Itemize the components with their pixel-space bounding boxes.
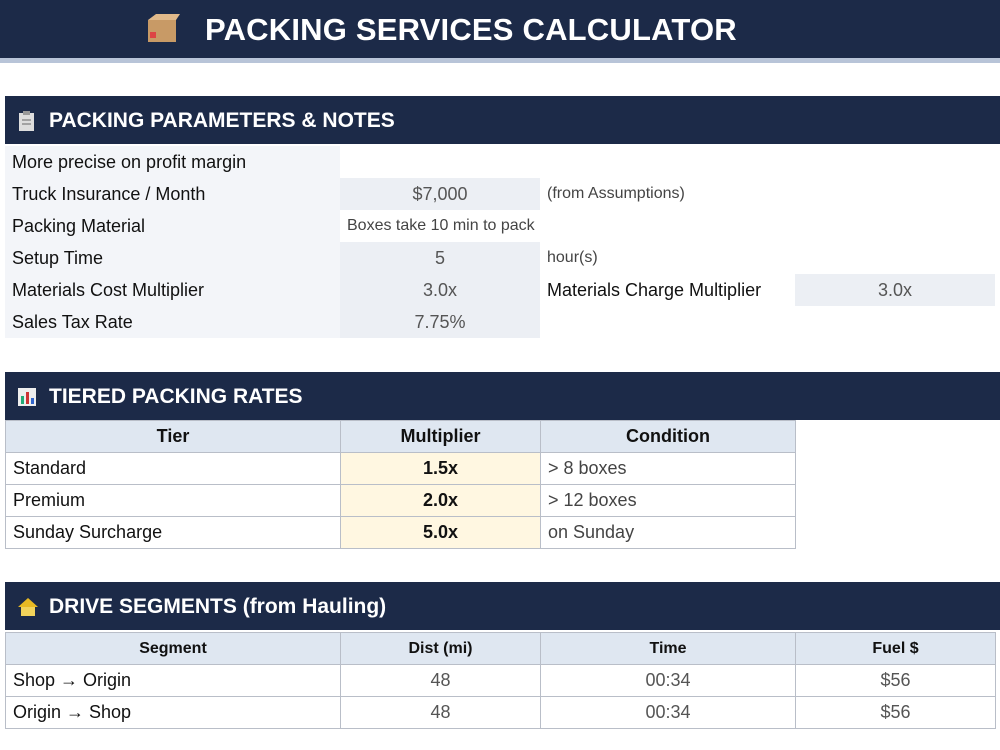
chart-icon	[18, 388, 36, 406]
label: Packing Material	[5, 210, 340, 242]
fuel: $56	[795, 696, 996, 729]
label: Sales Tax Rate	[5, 306, 340, 338]
section-header: TIERED PACKING RATES	[5, 372, 1000, 420]
column-header: Segment	[5, 632, 341, 665]
tier: Standard	[5, 452, 341, 485]
distance: 48	[340, 664, 541, 697]
label: Truck Insurance / Month	[5, 178, 340, 210]
time: 00:34	[540, 696, 796, 729]
house-icon	[18, 598, 38, 616]
label: Materials Cost Multiplier	[5, 274, 340, 306]
note: (from Assumptions)	[547, 185, 685, 202]
label: Setup Time	[5, 242, 340, 274]
multiplier: 1.5x	[340, 452, 541, 485]
segment: Origin → Shop	[5, 696, 341, 729]
section-header: DRIVE SEGMENTS (from Hauling)	[5, 582, 1000, 630]
value: 3.0x	[795, 274, 995, 306]
column-header: Tier	[5, 420, 341, 453]
section-header: PACKING PARAMETERS & NOTES	[5, 96, 1000, 144]
tier: Premium	[5, 484, 341, 517]
condition: on Sunday	[540, 516, 796, 549]
fuel: $56	[795, 664, 996, 697]
label: More precise on profit margin	[5, 146, 340, 178]
segment: Shop → Origin	[5, 664, 341, 697]
title-bar: PACKING SERVICES CALCULATOR	[0, 0, 1000, 63]
condition: > 8 boxes	[540, 452, 796, 485]
time: 00:34	[540, 664, 796, 697]
column-header: Multiplier	[340, 420, 541, 453]
value: 7.75%	[340, 306, 540, 338]
section-title: PACKING PARAMETERS & NOTES	[49, 109, 395, 132]
section-title: TIERED PACKING RATES	[49, 385, 303, 408]
value: 3.0x	[340, 274, 540, 306]
multiplier: 2.0x	[340, 484, 541, 517]
parameters-table: More precise on profit margin Truck Insu…	[5, 146, 995, 338]
box-icon	[148, 14, 180, 42]
section-title: DRIVE SEGMENTS (from Hauling)	[49, 595, 387, 618]
condition: > 12 boxes	[540, 484, 796, 517]
column-header: Condition	[540, 420, 796, 453]
note: Boxes take 10 min to pack	[347, 217, 535, 234]
column-header: Dist (mi)	[340, 632, 541, 665]
multiplier: 5.0x	[340, 516, 541, 549]
drive-table: Segment Dist (mi) Time Fuel $ Shop → Origin…	[5, 632, 996, 729]
label: Materials Charge Multiplier	[547, 279, 762, 300]
column-header: Fuel $	[795, 632, 996, 665]
value: 5	[340, 242, 540, 274]
note: hour(s)	[547, 249, 598, 266]
column-header: Time	[540, 632, 796, 665]
value: $7,000	[340, 178, 540, 210]
page-title: PACKING SERVICES CALCULATOR	[205, 12, 737, 47]
clipboard-icon	[19, 111, 34, 131]
tiers-table: Tier Multiplier Condition Standard 1.5x > 8 …	[5, 420, 796, 549]
tier: Sunday Surcharge	[5, 516, 341, 549]
distance: 48	[340, 696, 541, 729]
